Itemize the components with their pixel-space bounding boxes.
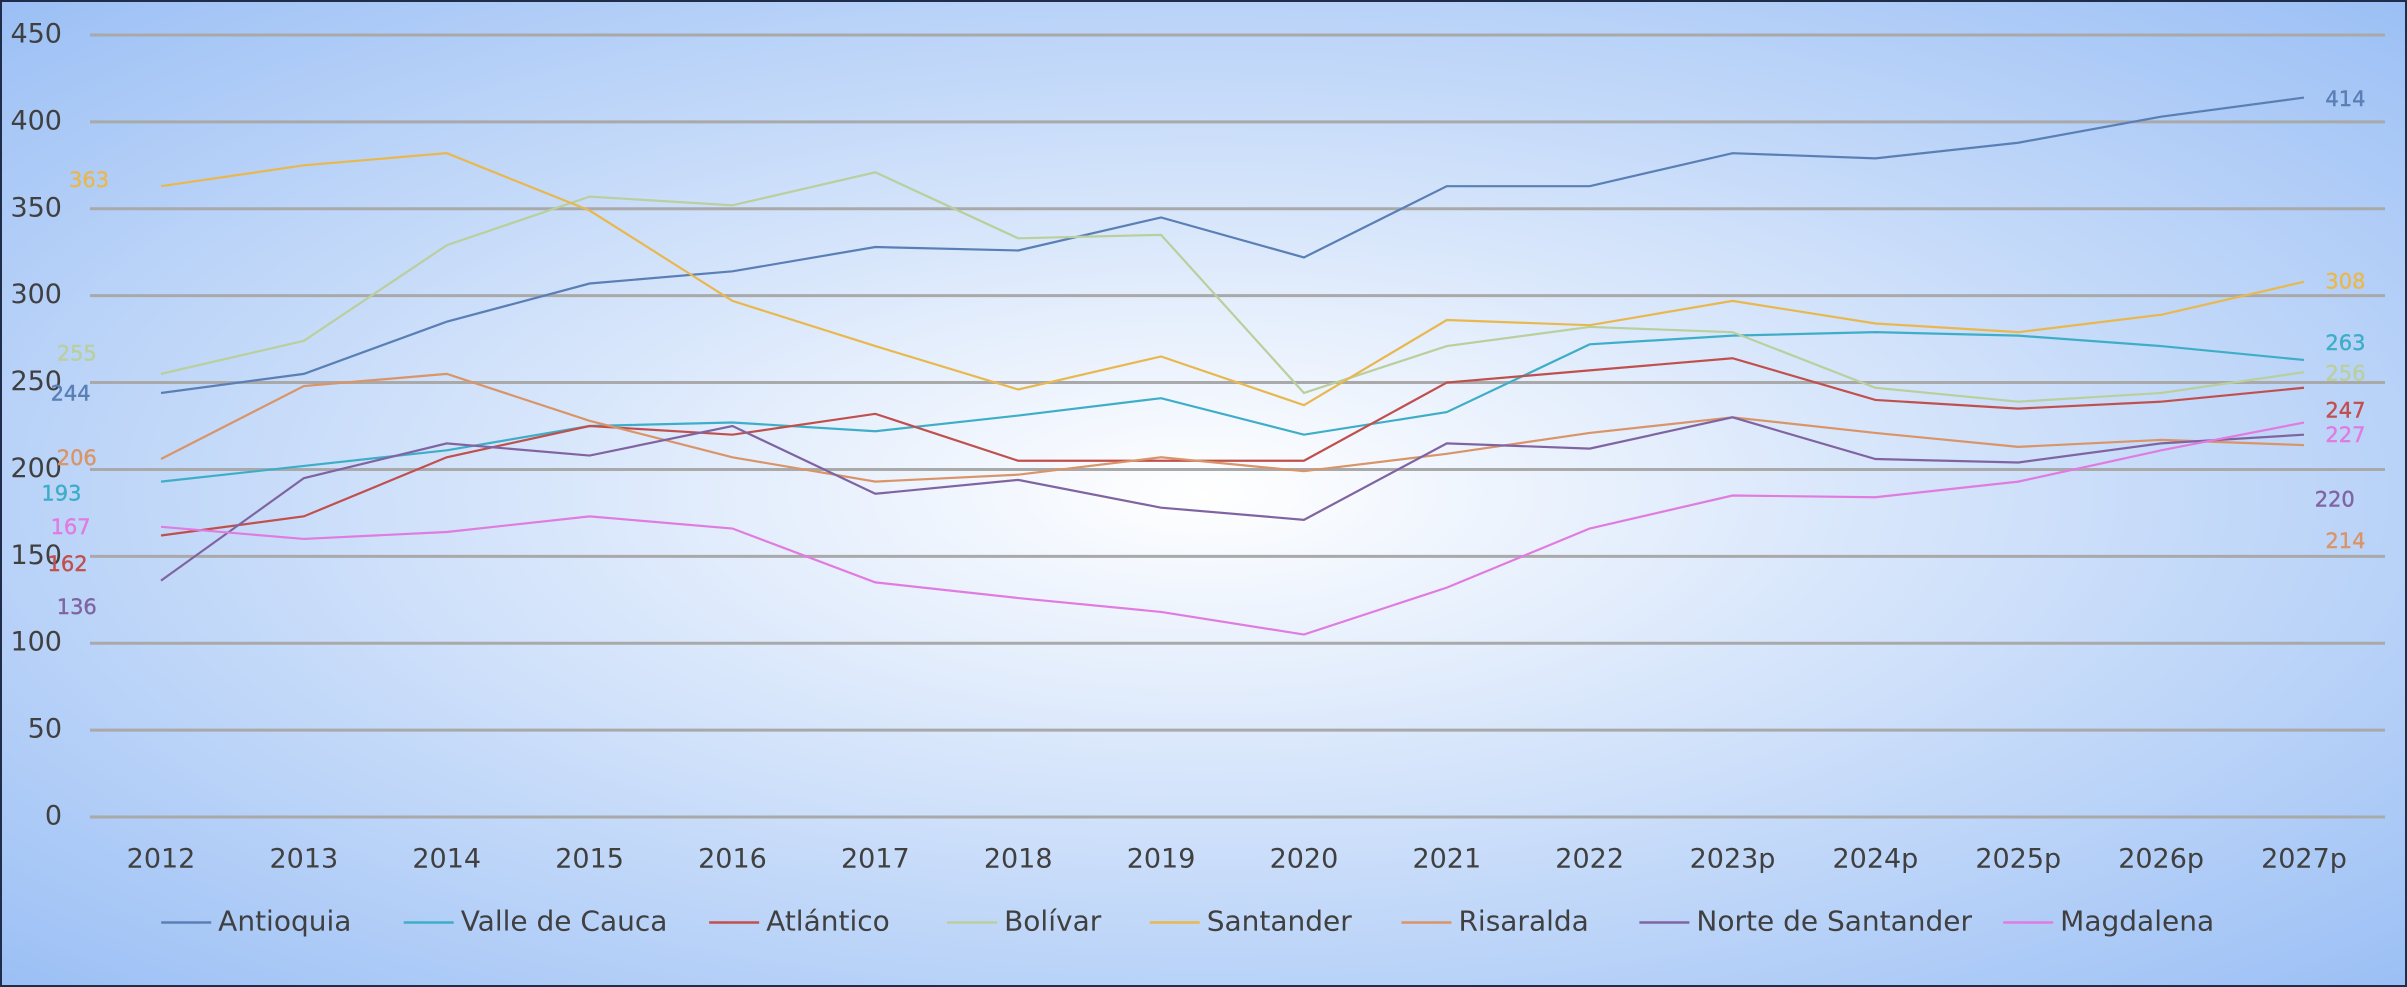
x-tick-label: 2015	[555, 844, 624, 875]
x-tick-label: 2014	[412, 844, 481, 875]
legend-label: Bolívar	[1004, 905, 1102, 938]
legend-label: Risaralda	[1458, 905, 1588, 938]
x-tick-label: 2024p	[1832, 844, 1918, 875]
labels: 244 414 Antioquia 193 263 Valle de Cauca 162 24…	[41, 87, 2366, 938]
series-line	[160, 331, 2305, 483]
x-tick-label: 2025p	[1975, 844, 2061, 875]
y-tick-label: 400	[10, 105, 62, 136]
data-label: 220	[2315, 487, 2355, 511]
legend-label: Antioquia	[218, 905, 351, 938]
x-tick-label: 2026p	[2118, 844, 2204, 875]
y-tick-label: 150	[10, 540, 62, 571]
legend-label: Magdalena	[2060, 905, 2214, 938]
data-label: 414	[2325, 87, 2365, 111]
data-label: 247	[2325, 398, 2365, 422]
x-tick-label: 2019	[1127, 844, 1196, 875]
series-line	[160, 372, 2305, 483]
series-line	[160, 416, 2305, 582]
legend-label: Santander	[1207, 905, 1353, 938]
series-line	[160, 357, 2305, 537]
plot-area	[160, 96, 2305, 636]
data-label: 193	[41, 481, 81, 505]
y-tick-label: 200	[10, 453, 62, 484]
y-tick-label: 450	[10, 19, 62, 50]
data-label: 256	[2325, 362, 2365, 386]
legend-label: Valle de Cauca	[461, 905, 668, 938]
data-label: 255	[57, 342, 97, 366]
y-tick-label: 100	[10, 627, 62, 658]
x-tick-label: 2012	[127, 844, 196, 875]
series-line	[160, 421, 2305, 636]
y-tick-label: 0	[45, 801, 62, 832]
series-line	[160, 96, 2305, 395]
x-tick-label: 2016	[698, 844, 767, 875]
y-tick-label: 350	[10, 192, 62, 223]
x-tick-label: 2018	[984, 844, 1053, 875]
x-tick-label: 2013	[270, 844, 339, 875]
y-tick-label: 50	[28, 714, 62, 745]
series-line	[160, 171, 2305, 403]
x-tick-label: 2027p	[2261, 844, 2347, 875]
series-line	[160, 152, 2305, 407]
x-tick-label: 2023p	[1690, 844, 1776, 875]
data-label: 206	[57, 446, 97, 470]
x-tick-label: 2022	[1555, 844, 1624, 875]
data-label: 227	[2325, 423, 2365, 447]
x-tick-label: 2020	[1270, 844, 1339, 875]
legend-label: Norte de Santander	[1696, 905, 1972, 938]
data-label: 167	[51, 515, 91, 539]
data-label: 263	[2325, 331, 2365, 355]
x-tick-label: 2021	[1412, 844, 1481, 875]
y-tick-label: 250	[10, 366, 62, 397]
data-label: 363	[69, 168, 109, 192]
data-label: 214	[2325, 529, 2365, 553]
x-tick-label: 2017	[841, 844, 910, 875]
data-label: 136	[57, 595, 97, 619]
data-label: 308	[2325, 269, 2365, 293]
legend-label: Atlántico	[766, 905, 890, 938]
data-label: 244	[51, 381, 91, 405]
y-tick-label: 300	[10, 279, 62, 310]
data-label: 162	[47, 552, 87, 576]
